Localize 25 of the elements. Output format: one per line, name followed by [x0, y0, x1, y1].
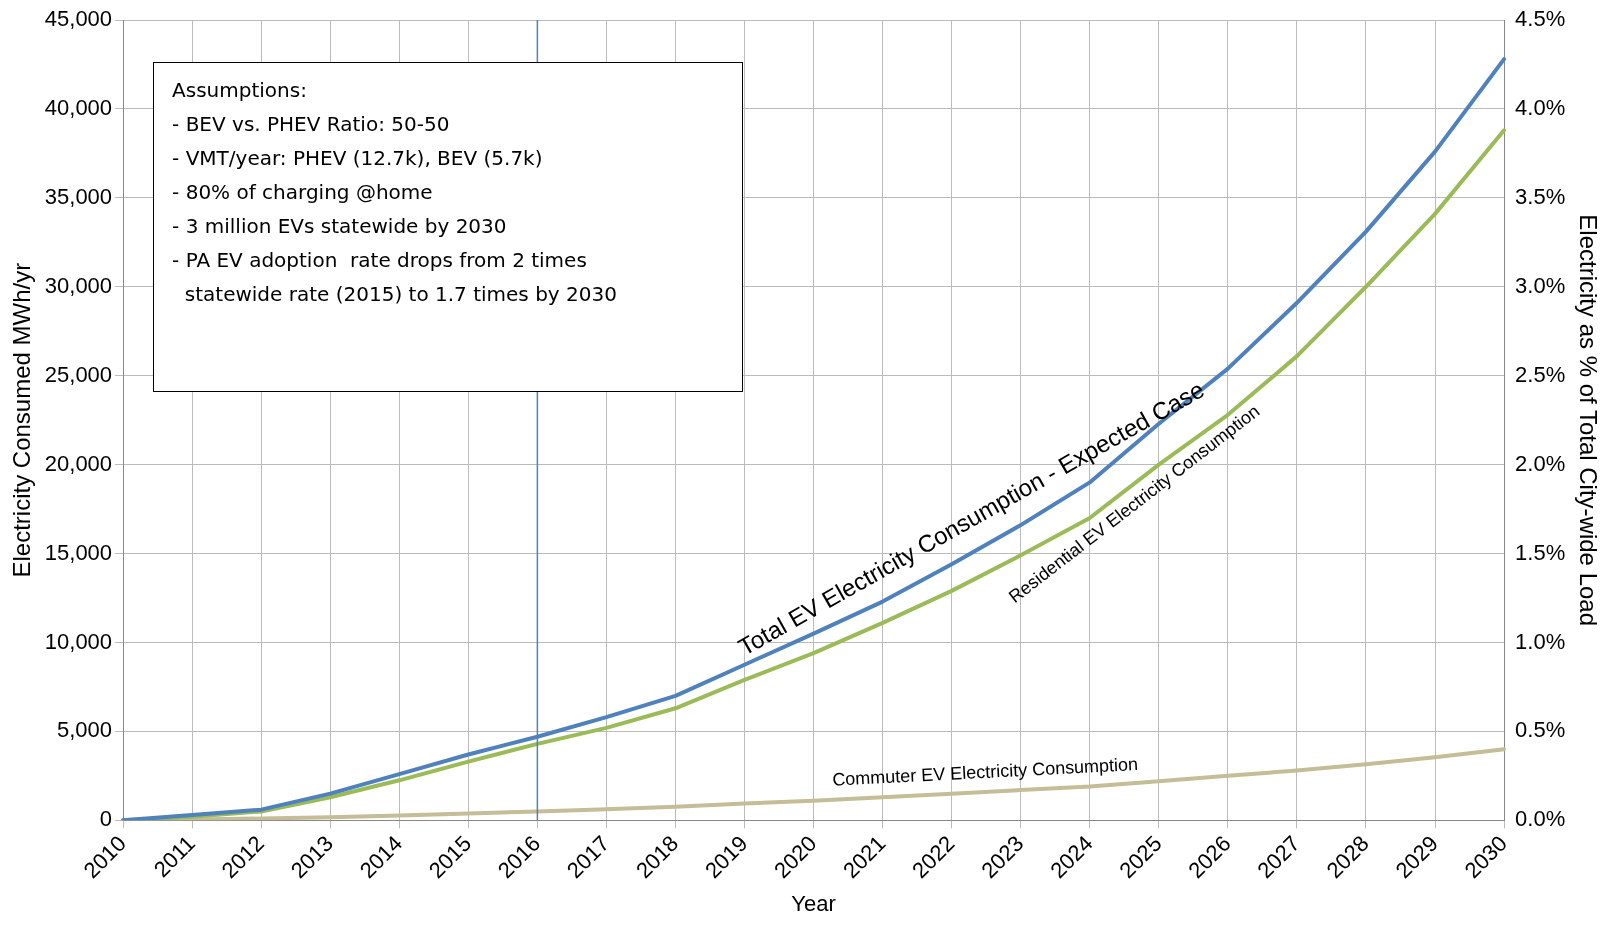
- y2-tick-label: 0.0%: [1515, 806, 1566, 832]
- y-tick-label: 25,000: [44, 361, 113, 387]
- y2-tick-label: 3.0%: [1515, 272, 1566, 298]
- y2-tick-label: 2.0%: [1515, 450, 1566, 476]
- y2-axis-title: Electricity as % of Total City-wide Load: [1574, 214, 1602, 627]
- y-tick-label: 15,000: [44, 539, 113, 565]
- y-tick-label: 10,000: [44, 628, 113, 654]
- y2-tick-label: 4.5%: [1515, 6, 1566, 32]
- y-tick-label: 20,000: [44, 450, 113, 476]
- y2-tick-label: 1.5%: [1515, 539, 1566, 565]
- y2-tick-label: 3.5%: [1515, 183, 1566, 209]
- y-tick-label: 35,000: [44, 183, 113, 209]
- y2-tick-label: 1.0%: [1515, 628, 1566, 654]
- y-tick-label: 5,000: [57, 717, 113, 743]
- y2-tick-label: 0.5%: [1515, 717, 1566, 743]
- y2-tick-label: 4.0%: [1515, 94, 1566, 120]
- x-axis-title: Year: [791, 890, 836, 916]
- series-label: Commuter EV Electricity Consumption: [831, 754, 1139, 790]
- y-axis-title: Electricity Consumed MWh/yr: [8, 262, 36, 578]
- y2-tick-label: 2.5%: [1515, 361, 1566, 387]
- y-tick-label: 30,000: [44, 272, 113, 298]
- y-tick-label: 40,000: [44, 94, 113, 120]
- text-box: Assumptions: - BEV vs. PHEV Ratio: 50-50 - VMT/year: PHEV (12.7k), BEV (5.7k) - 80% of charging @home - 3 million EVs statewide by 2030 - PA EV adoption rate drops from 2 times statewide rate (2015) to 1.7 times by 2030: [153, 62, 744, 392]
- y-tick-label: 0: [99, 806, 113, 832]
- y-tick-label: 45,000: [44, 6, 113, 32]
